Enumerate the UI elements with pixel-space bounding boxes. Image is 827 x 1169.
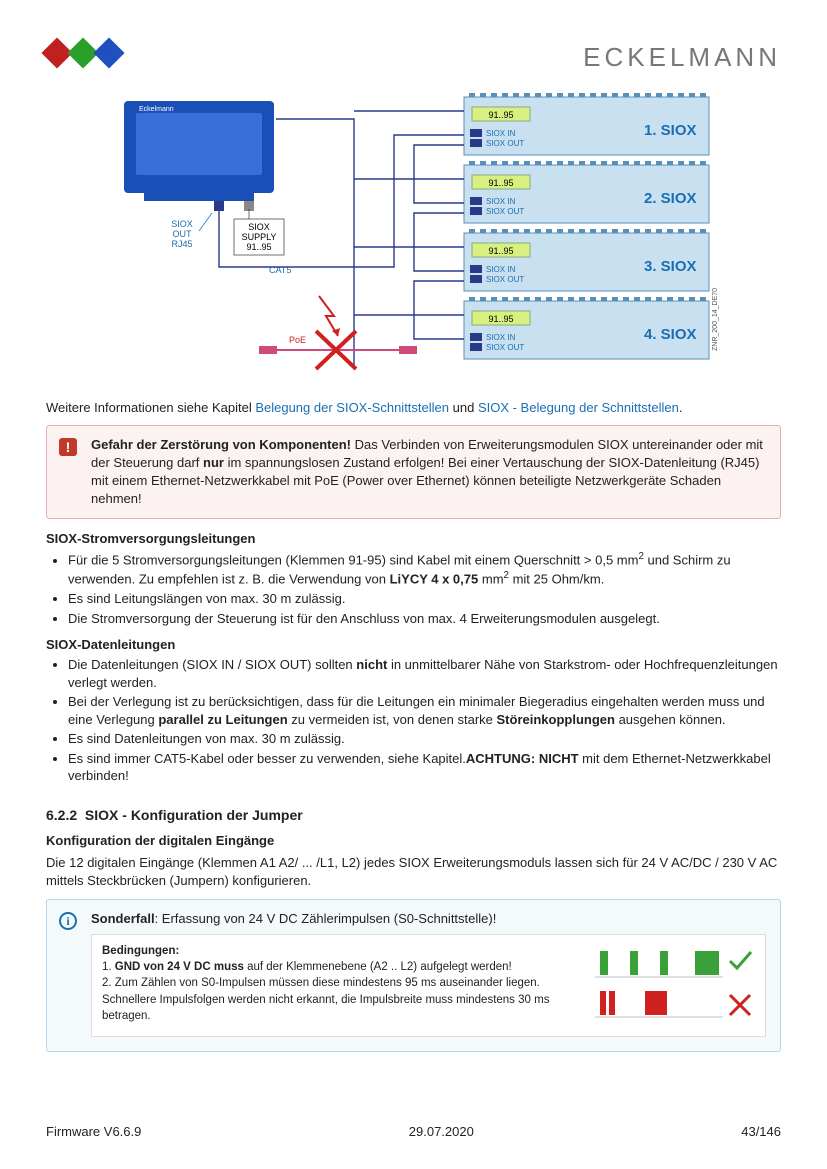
svg-text:OUT: OUT — [172, 229, 192, 239]
page-header: ECKELMANN — [46, 42, 781, 73]
list-item: Bei der Verlegung ist zu berücksichtigen… — [68, 693, 781, 728]
svg-text:RJ45: RJ45 — [171, 239, 192, 249]
svg-text:91..95: 91..95 — [246, 242, 271, 252]
svg-text:SIOX OUT: SIOX OUT — [486, 275, 524, 284]
svg-text:91..95: 91..95 — [488, 314, 513, 324]
svg-text:4. SIOX: 4. SIOX — [644, 326, 697, 343]
svg-text:ZNR_200_14_DE70: ZNR_200_14_DE70 — [712, 288, 719, 351]
section-body: Die 12 digitalen Eingänge (Klemmen A1 A2… — [46, 854, 781, 889]
svg-text:91..95: 91..95 — [488, 110, 513, 120]
svg-text:91..95: 91..95 — [488, 246, 513, 256]
list-data: Die Datenleitungen (SIOX IN / SIOX OUT) … — [46, 656, 781, 785]
footer-firmware: Firmware V6.6.9 — [46, 1124, 141, 1139]
svg-text:SIOX IN: SIOX IN — [486, 333, 516, 342]
info-icon: i — [59, 912, 77, 930]
pulse-diagram — [595, 943, 755, 1028]
svg-text:SIOX OUT: SIOX OUT — [486, 139, 524, 148]
subheading-digital-inputs: Konfiguration der digitalen Eingänge — [46, 833, 781, 848]
heading-data: SIOX-Datenleitungen — [46, 637, 781, 652]
warning-icon: ! — [59, 438, 77, 456]
warning-box: ! Gefahr der Zerstörung von Komponenten!… — [46, 425, 781, 520]
info-inner-panel: Bedingungen: 1. GND von 24 V DC muss auf… — [91, 934, 766, 1037]
list-item: Die Datenleitungen (SIOX IN / SIOX OUT) … — [68, 656, 781, 691]
svg-text:SIOX IN: SIOX IN — [486, 265, 516, 274]
list-item: Für die 5 Stromversorgungsleitungen (Kle… — [68, 550, 781, 588]
svg-text:SIOX OUT: SIOX OUT — [486, 207, 524, 216]
svg-text:SIOX IN: SIOX IN — [486, 129, 516, 138]
svg-text:1. SIOX: 1. SIOX — [644, 122, 697, 139]
intro-text: Weitere Informationen siehe Kapitel Bele… — [46, 399, 781, 417]
logo-diamond-blue — [93, 37, 124, 68]
svg-text:SIOX OUT: SIOX OUT — [486, 343, 524, 352]
link-siox-belegung[interactable]: Belegung der SIOX-Schnittstellen — [255, 400, 449, 415]
svg-text:SIOX: SIOX — [171, 219, 193, 229]
siox-wiring-diagram: Eckelmann SIOX OUT RJ45 SIOX SUPPLY 91..… — [94, 91, 734, 391]
svg-text:SIOX IN: SIOX IN — [486, 197, 516, 206]
svg-text:Eckelmann: Eckelmann — [139, 106, 174, 113]
svg-text:PoE: PoE — [289, 335, 306, 345]
page-footer: Firmware V6.6.9 29.07.2020 43/146 — [46, 1124, 781, 1139]
logo-icon — [46, 42, 120, 64]
list-item: Es sind Leitungslängen von max. 30 m zul… — [68, 590, 781, 608]
footer-date: 29.07.2020 — [409, 1124, 474, 1139]
section-heading: 6.2.2 SIOX - Konfiguration der Jumper — [46, 807, 781, 823]
brand-name: ECKELMANN — [583, 42, 781, 73]
list-item: Es sind immer CAT5-Kabel oder besser zu … — [68, 750, 781, 785]
list-power: Für die 5 Stromversorgungsleitungen (Kle… — [46, 550, 781, 627]
info-box: i Sonderfall: Erfassung von 24 V DC Zähl… — [46, 899, 781, 1052]
svg-text:SIOX: SIOX — [248, 222, 270, 232]
svg-text:SUPPLY: SUPPLY — [241, 232, 276, 242]
svg-text:91..95: 91..95 — [488, 178, 513, 188]
footer-page: 43/146 — [741, 1124, 781, 1139]
list-item: Es sind Datenleitungen von max. 30 m zul… — [68, 730, 781, 748]
heading-power: SIOX-Stromversorgungsleitungen — [46, 531, 781, 546]
svg-text:2. SIOX: 2. SIOX — [644, 190, 697, 207]
svg-text:3. SIOX: 3. SIOX — [644, 258, 697, 275]
list-item: Die Stromversorgung der Steuerung ist fü… — [68, 610, 781, 628]
link-siox-schnittstellen[interactable]: SIOX - Belegung der Schnittstellen — [478, 400, 679, 415]
